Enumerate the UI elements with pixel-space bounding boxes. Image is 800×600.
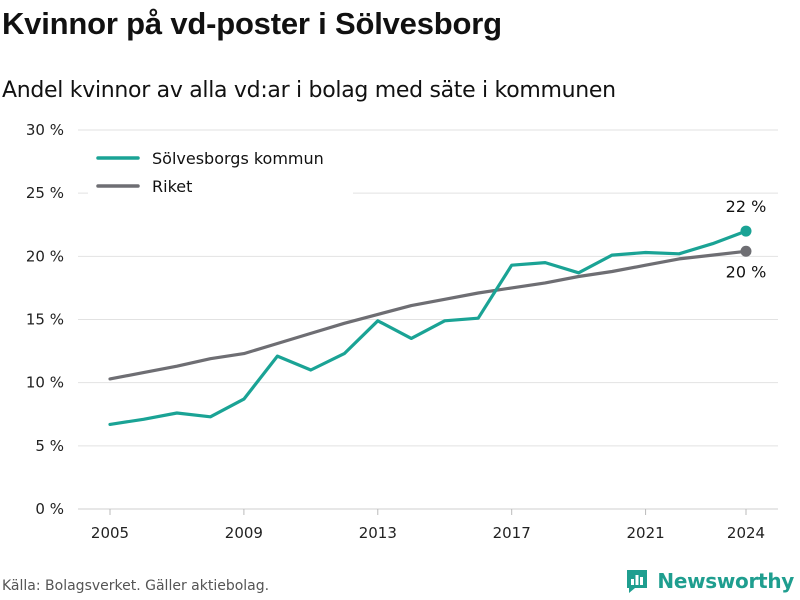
end-label: 20 %: [726, 262, 767, 281]
y-tick-label: 25 %: [26, 184, 64, 202]
x-tick-label: 2021: [626, 524, 664, 542]
x-tick-label: 2013: [359, 524, 397, 542]
series-line-riket: [108, 249, 748, 381]
line-chart: 0 %5 %10 %15 %20 %25 %30 % 2005 2009 2013 2…: [26, 121, 778, 542]
x-axis-ticks: 2005 2009 2013 2017 2021 2024: [91, 509, 765, 542]
chart-title: Kvinnor på vd-poster i Sölvesborg: [2, 6, 502, 41]
end-label: 22 %: [726, 197, 767, 216]
y-tick-label: 15 %: [26, 311, 64, 329]
x-tick-label: 2017: [493, 524, 531, 542]
y-axis-ticks: 0 % 5 % 10 % 15 % 20 % 25 % 30 %: [26, 121, 64, 518]
source-note: Källa: Bolagsverket. Gäller aktiebolag.: [2, 578, 270, 594]
x-tick-label: 2009: [225, 524, 263, 542]
legend: Sölvesborgs kommun Riket: [88, 144, 353, 200]
brand-logo: Newsworthy: [625, 568, 794, 594]
x-tick-label: 2005: [91, 524, 129, 542]
brand-name: Newsworthy: [657, 569, 794, 593]
series-lines: 22 % 20 %: [108, 197, 767, 426]
y-tick-label: 10 %: [26, 374, 64, 392]
y-tick-label: 0 %: [35, 500, 64, 518]
y-tick-label: 20 %: [26, 247, 64, 265]
legend-label: Riket: [152, 177, 192, 196]
series-line-sölvesborgs-kommun: [108, 229, 748, 426]
endpoint-marker-riket: [740, 245, 752, 257]
x-tick-label: 2024: [727, 524, 765, 542]
endpoint-marker-sölvesborgs-kommun: [740, 225, 752, 237]
y-tick-label: 5 %: [35, 437, 64, 455]
legend-label: Sölvesborgs kommun: [152, 149, 324, 168]
chart-subtitle: Andel kvinnor av alla vd:ar i bolag med …: [2, 78, 616, 103]
newsworthy-logo-icon: [627, 570, 648, 593]
y-tick-label: 30 %: [26, 121, 64, 139]
legend-background: [88, 144, 353, 200]
